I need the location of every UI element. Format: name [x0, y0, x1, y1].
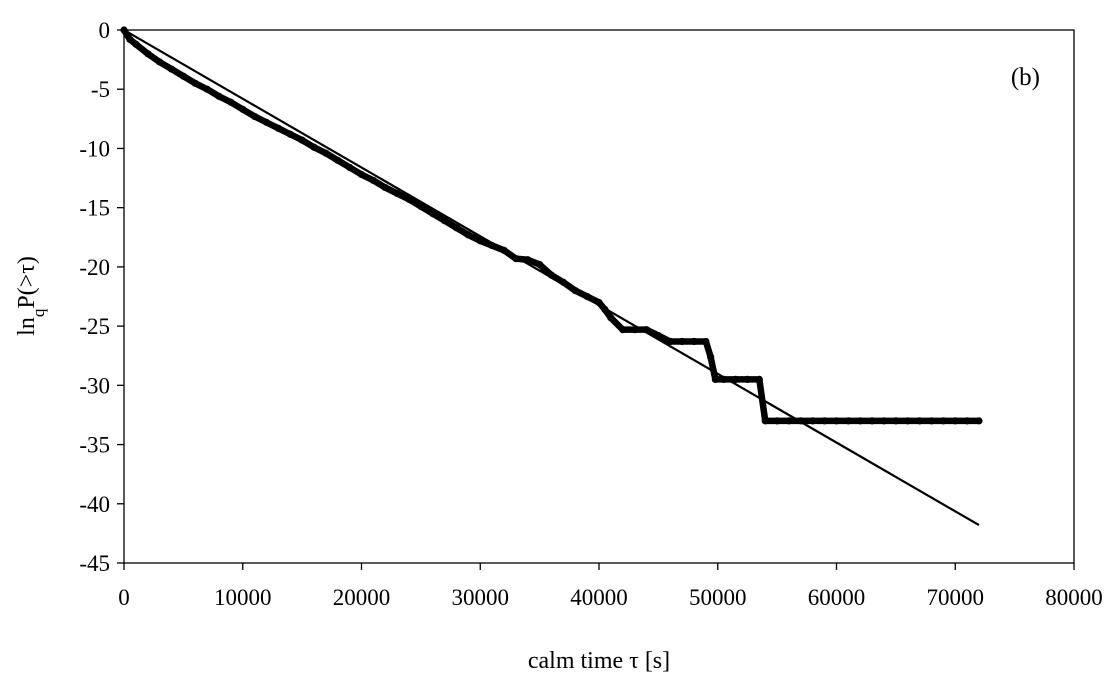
x-tick-label: 20000: [333, 585, 391, 610]
x-axis-title-symbol: τ: [629, 648, 639, 674]
y-tick-label: -45: [79, 551, 110, 576]
x-tick-label: 60000: [808, 585, 866, 610]
x-tick-label: 50000: [689, 585, 747, 610]
y-tick-label: 0: [99, 18, 111, 43]
plot-area: [123, 29, 1075, 564]
data-point-band: [707, 353, 719, 383]
y-tick-label: -15: [79, 196, 110, 221]
y-tick-label: -35: [79, 433, 110, 458]
y-tick-label: -10: [79, 136, 110, 161]
y-axis-ticks: 0 -5 -10 -15 -20 -25 -30 -35 -40 -45: [79, 18, 124, 576]
y-tick-label: -40: [79, 492, 110, 517]
y-axis-title-base: ln: [14, 317, 40, 336]
y-axis-title: lnqP(>τ): [14, 256, 48, 336]
y-axis-title-sub: q: [29, 308, 48, 317]
fit-line-layer: [123, 29, 980, 527]
x-tick-label: 0: [118, 585, 130, 610]
y-tick-label: -5: [91, 77, 110, 102]
x-tick-label: 70000: [927, 585, 985, 610]
x-axis-ticks: 0 10000 20000 30000 40000 50000 60000 70000 8000…: [118, 563, 1103, 610]
x-tick-label: 40000: [570, 585, 628, 610]
x-axis-title-unit: [s]: [639, 648, 670, 674]
y-tick-label: -20: [79, 255, 110, 280]
x-tick-label: 80000: [1045, 585, 1103, 610]
x-axis-title: calm time τ [s]: [528, 648, 670, 674]
y-axis-title-rest: P(>τ): [14, 256, 40, 309]
x-tick-label: 10000: [214, 585, 272, 610]
x-tick-label: 30000: [452, 585, 510, 610]
y-tick-label: -30: [79, 373, 110, 398]
y-tick-label: -25: [79, 314, 110, 339]
panel-label: (b): [1011, 64, 1040, 91]
x-axis-title-prefix: calm time: [528, 648, 629, 674]
fit-line: [123, 29, 980, 527]
